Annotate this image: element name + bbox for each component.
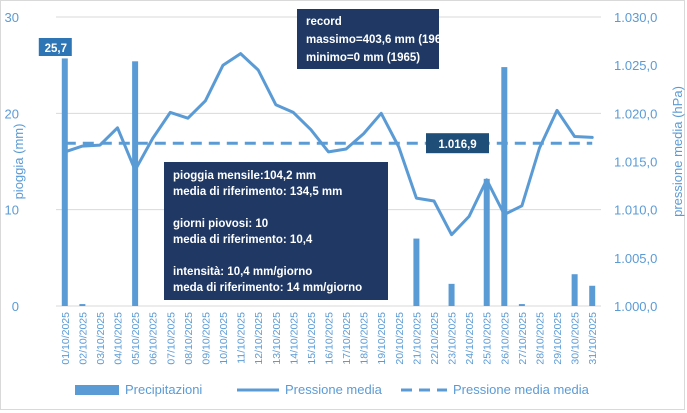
rain-bar	[413, 238, 420, 306]
rain-bar	[571, 274, 578, 306]
y-right-tick-label: 1.020,0	[614, 106, 657, 121]
legend: Precipitazioni Pressione media Pressione m…	[75, 382, 590, 397]
rain-bar	[448, 283, 455, 306]
x-tick-label: 29/10/2025	[552, 312, 564, 365]
mean-pressure-label-box	[426, 133, 489, 154]
rain-bar	[501, 67, 508, 307]
legend-swatch-bar	[75, 385, 119, 395]
rain-bar	[132, 61, 139, 307]
rain-bar	[483, 178, 490, 306]
rain-bar	[79, 304, 86, 306]
x-tick-label: 06/10/2025	[148, 312, 160, 365]
y-left-tick-label: 30	[5, 10, 19, 25]
stats-box-line: pioggia mensile:104,2 mm	[173, 170, 316, 182]
x-tick-label: 08/10/2025	[183, 312, 195, 365]
mean-pressure-label: 1.016,9	[438, 139, 476, 151]
record-box-line: massimo=403,6 mm (1964)	[306, 34, 452, 46]
x-tick-label: 27/10/2025	[517, 312, 529, 365]
x-tick-label: 13/10/2025	[271, 312, 283, 365]
x-tick-label: 18/10/2025	[359, 312, 371, 365]
x-tick-label: 25/10/2025	[482, 312, 494, 365]
x-tick-label: 12/10/2025	[253, 312, 265, 365]
x-tick-label: 16/10/2025	[324, 312, 336, 365]
stats-box-line: media di riferimento: 10,4	[173, 234, 313, 246]
record-box-line: minimo=0 mm (1965)	[306, 52, 420, 64]
x-tick-label: 17/10/2025	[341, 312, 353, 365]
x-tick-label: 03/10/2025	[95, 312, 107, 365]
y-right-tick-label: 1.025,0	[614, 58, 657, 73]
x-tick-label: 20/10/2025	[394, 312, 406, 365]
x-tick-label: 21/10/2025	[411, 312, 423, 365]
x-tick-label: 15/10/2025	[306, 312, 318, 365]
rain-bar	[61, 58, 68, 306]
x-tick-label: 11/10/2025	[236, 312, 248, 364]
x-tick-label: 22/10/2025	[429, 312, 441, 365]
y-right-tick-label: 1.015,0	[614, 155, 657, 170]
x-tick-label: 09/10/2025	[200, 312, 212, 365]
y-left-tick-label: 20	[5, 106, 19, 121]
rain-bars	[61, 58, 596, 307]
y-left-axis-title: pioggia (mm)	[11, 124, 26, 200]
x-tick-label: 23/10/2025	[447, 312, 459, 365]
legend-label: Precipitazioni	[125, 382, 202, 397]
max-rain-label-box	[38, 38, 72, 56]
stats-box-line: intensità: 10,4 mm/giorno	[173, 266, 312, 278]
x-tick-label: 30/10/2025	[570, 312, 582, 365]
rain-bar	[518, 304, 525, 306]
y-left-tick-label: 0	[12, 299, 19, 314]
y-right-tick-label: 1.000,0	[614, 299, 657, 314]
x-tick-label: 28/10/2025	[534, 312, 546, 365]
y-right-tick-label: 1.005,0	[614, 251, 657, 266]
x-tick-label: 19/10/2025	[376, 312, 388, 365]
legend-label: Pressione media	[285, 382, 383, 397]
x-tick-label: 10/10/2025	[218, 312, 230, 365]
x-tick-label: 01/10/2025	[60, 312, 72, 365]
axes: 0 10 20 30 1.000,0 1.005,0 1.010,0 1.015,0 1.020…	[5, 10, 685, 365]
annotations: 25,7 1.016,9 record massimo=403,6 mm (1964)…	[38, 9, 489, 300]
x-tick-label: 24/10/2025	[464, 312, 476, 365]
x-tick-label: 02/10/2025	[77, 312, 89, 365]
y-right-tick-label: 1.010,0	[614, 203, 657, 218]
x-tick-label: 14/10/2025	[288, 312, 300, 365]
record-box-line: record	[306, 16, 342, 28]
x-tick-label: 31/10/2025	[587, 312, 599, 365]
pressure-line	[63, 52, 594, 237]
pressure-line-layer	[63, 52, 594, 237]
stats-box-line: meda di riferimento: 14 mm/giorno	[173, 282, 362, 294]
x-tick-label: 04/10/2025	[113, 312, 125, 365]
x-tick-label: 05/10/2025	[130, 312, 142, 365]
y-right-tick-label: 1.030,0	[614, 10, 657, 25]
stats-box	[164, 162, 388, 300]
y-left-tick-label: 10	[5, 203, 19, 218]
y-right-axis-title: pressione media (hPa)	[670, 86, 685, 217]
rain-bar	[589, 285, 596, 306]
stats-box-line: media di riferimento: 134,5 mm	[173, 186, 342, 198]
record-box	[297, 9, 439, 69]
max-rain-label: 25,7	[45, 43, 67, 55]
x-tick-label: 07/10/2025	[165, 312, 177, 365]
stats-box-line: giorni piovosi: 10	[173, 218, 268, 230]
x-tick-label: 26/10/2025	[499, 312, 511, 365]
legend-label: Pressione media media	[453, 382, 590, 397]
